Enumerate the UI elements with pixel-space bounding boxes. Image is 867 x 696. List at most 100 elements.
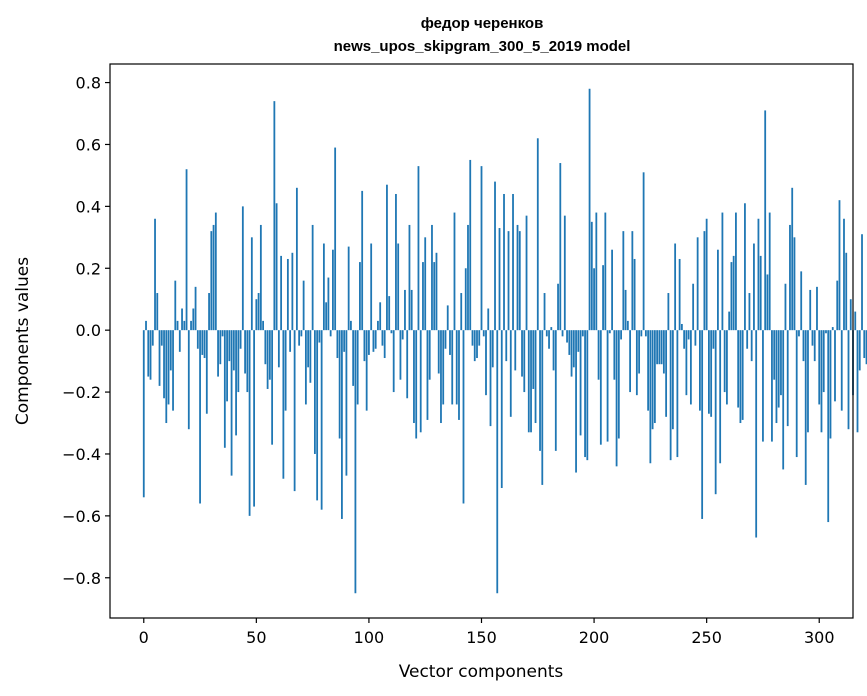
bar-77 <box>316 330 319 501</box>
bar-216 <box>629 330 631 393</box>
bar-104 <box>377 320 379 331</box>
bar-191 <box>572 330 575 368</box>
bar-189 <box>568 330 571 355</box>
bar-205 <box>604 212 607 331</box>
bar-95 <box>356 330 359 405</box>
bar-10 <box>165 330 168 424</box>
bar-85 <box>334 147 337 331</box>
y-tick-label: −0.8 <box>62 569 101 588</box>
bar-105 <box>379 302 382 331</box>
bar-181 <box>550 327 553 331</box>
bar-150 <box>480 166 483 331</box>
bar-89 <box>343 330 346 352</box>
bar-69 <box>298 330 301 346</box>
chart-title-line2: news_upos_skipgram_300_5_2019 model <box>334 38 631 55</box>
bar-169 <box>523 330 526 393</box>
bar-279 <box>771 330 773 442</box>
bar-101 <box>370 243 373 331</box>
bar-243 <box>689 330 692 405</box>
bar-37 <box>226 330 228 402</box>
bar-73 <box>307 330 310 368</box>
bar-251 <box>708 330 710 414</box>
bar-58 <box>273 101 276 331</box>
y-tick-label: 0.4 <box>76 197 101 216</box>
bar-165 <box>514 330 517 371</box>
bar-316 <box>854 311 857 331</box>
bar-108 <box>386 184 388 331</box>
bar-221 <box>640 330 643 337</box>
bar-245 <box>694 330 697 346</box>
bar-52 <box>259 224 262 331</box>
bar-88 <box>341 330 343 519</box>
bar-160 <box>503 193 505 331</box>
x-tick-label: 100 <box>354 628 385 647</box>
bar-137 <box>451 330 454 405</box>
bar-5 <box>154 218 156 331</box>
bar-222 <box>642 172 645 331</box>
bar-210 <box>615 330 618 467</box>
bar-56 <box>268 330 271 380</box>
bar-2 <box>147 330 150 377</box>
bar-158 <box>498 228 501 331</box>
bar-149 <box>478 330 481 346</box>
bar-168 <box>521 330 523 377</box>
bar-22 <box>192 308 195 331</box>
bar-44 <box>241 206 244 331</box>
bar-285 <box>784 283 787 331</box>
bar-18 <box>183 320 186 331</box>
x-axis-ticks: 0 50 100 150 200 250 300 <box>139 618 835 647</box>
bar-252 <box>710 330 713 417</box>
bar-15 <box>176 320 179 331</box>
bar-263 <box>735 212 737 331</box>
bar-91 <box>347 246 350 331</box>
bar-311 <box>843 218 845 331</box>
y-tick-label: 0.0 <box>76 321 101 340</box>
bar-305 <box>829 330 832 439</box>
bar-196 <box>584 330 586 458</box>
x-tick-label: 250 <box>691 628 722 647</box>
bar-115 <box>401 330 404 340</box>
bar-192 <box>575 330 577 473</box>
bar-288 <box>791 187 794 331</box>
bar-83 <box>329 330 332 337</box>
bar-50 <box>255 299 258 331</box>
bar-200 <box>593 268 595 331</box>
x-tick-label: 300 <box>804 628 835 647</box>
bar-272 <box>755 330 758 538</box>
bar-111 <box>392 330 395 393</box>
bar-32 <box>214 212 217 331</box>
bar-163 <box>509 330 512 417</box>
bar-290 <box>795 330 798 458</box>
bar-125 <box>424 237 427 331</box>
bar-21 <box>190 320 192 331</box>
bar-237 <box>676 330 679 458</box>
bar-20 <box>187 330 190 430</box>
bar-61 <box>280 255 283 331</box>
bar-135 <box>446 305 449 331</box>
y-axis-ticks: −0.8 −0.6 −0.4 −0.2 0.0 0.2 0.4 0.6 0.8 <box>62 74 110 588</box>
bar-112 <box>395 193 397 331</box>
bar-304 <box>827 330 830 523</box>
bar-143 <box>464 268 467 331</box>
bar-144 <box>467 224 469 331</box>
bar-307 <box>834 330 836 402</box>
bar-4 <box>151 330 154 346</box>
bar-246 <box>696 237 699 331</box>
y-tick-label: 0.8 <box>76 74 101 93</box>
bar-154 <box>489 330 492 427</box>
bar-215 <box>626 320 629 331</box>
bar-209 <box>613 330 616 380</box>
bar-107 <box>383 330 386 359</box>
bar-274 <box>759 255 762 331</box>
bar-235 <box>671 330 674 430</box>
bar-224 <box>647 330 650 411</box>
bar-142 <box>462 330 465 504</box>
bar-161 <box>505 330 508 362</box>
bar-153 <box>487 308 490 331</box>
bar-308 <box>836 280 839 331</box>
bar-82 <box>327 277 330 331</box>
y-tick-label: 0.6 <box>76 135 101 154</box>
bar-177 <box>541 330 544 485</box>
bar-239 <box>680 323 683 331</box>
bar-206 <box>606 330 609 442</box>
